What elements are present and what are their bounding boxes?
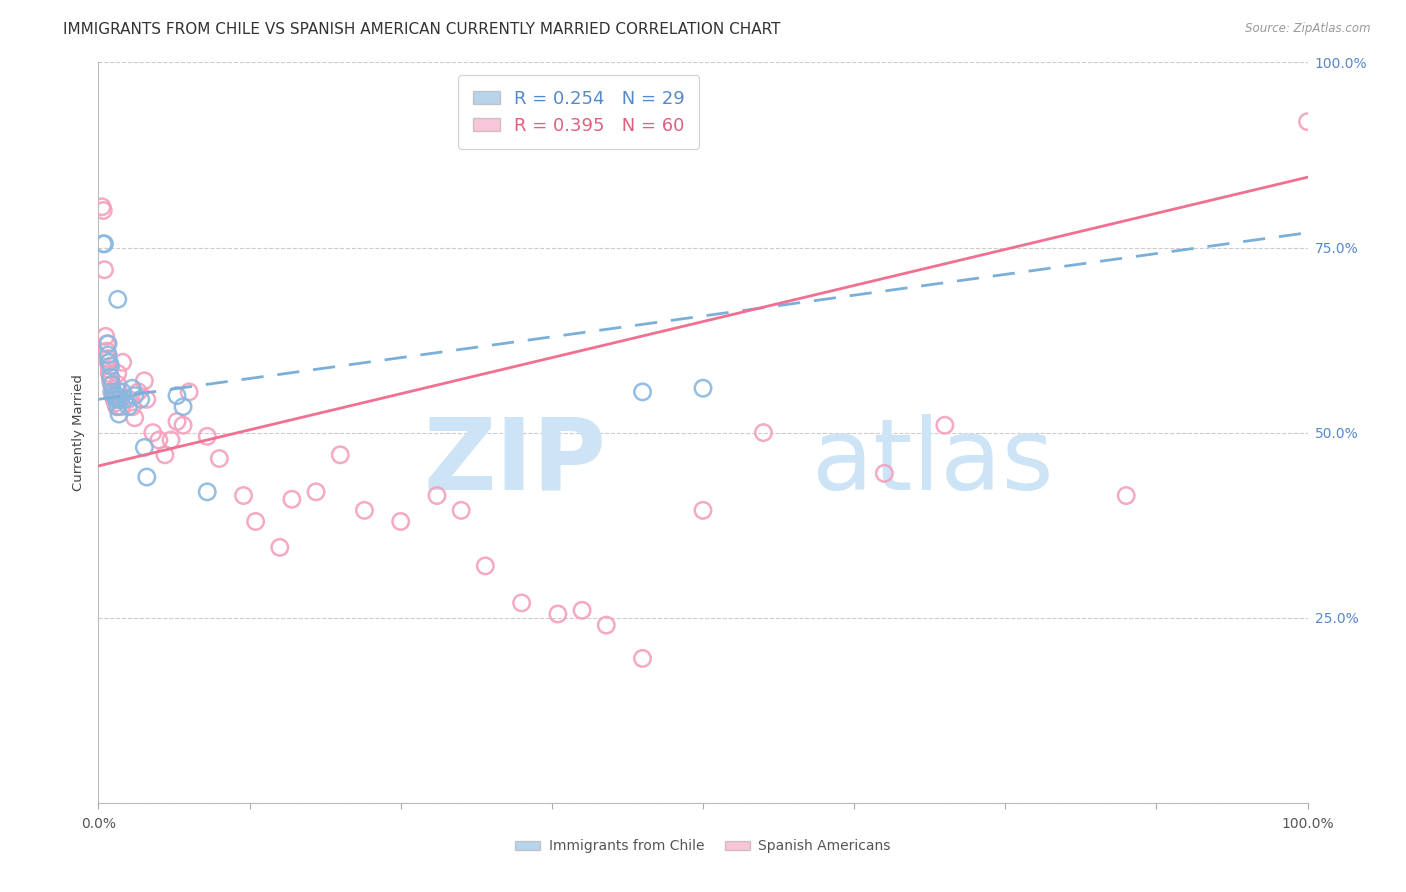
Point [208, 451, 231, 466]
Point [93, 236, 115, 251]
Point [100, 377, 122, 392]
Point [153, 448, 176, 462]
Point [108, 384, 131, 399]
Point [100, 359, 122, 373]
Point [752, 425, 775, 440]
Point [105, 388, 128, 402]
Point [692, 381, 714, 395]
Point [98, 367, 121, 381]
Point [91, 203, 114, 218]
Point [98, 362, 121, 376]
Point [450, 503, 472, 517]
Point [97, 348, 120, 362]
Point [91, 200, 114, 214]
Point [305, 484, 328, 499]
Point [96, 336, 118, 351]
Point [245, 515, 267, 529]
Point [172, 400, 194, 414]
Point [195, 429, 218, 443]
Point [166, 415, 188, 429]
Point [631, 651, 654, 665]
Text: Source: ZipAtlas.com: Source: ZipAtlas.com [1246, 22, 1371, 36]
Legend: Immigrants from Chile, Spanish Americans: Immigrants from Chile, Spanish Americans [510, 834, 896, 859]
Point [94, 329, 117, 343]
Point [166, 388, 188, 402]
Point [108, 392, 131, 407]
Point [105, 400, 128, 414]
Point [121, 381, 143, 395]
Point [100, 370, 122, 384]
Point [110, 400, 132, 414]
Point [104, 396, 127, 410]
Point [91, 236, 114, 251]
Point [124, 388, 146, 402]
Point [101, 388, 124, 402]
Point [103, 392, 125, 407]
Point [134, 374, 156, 388]
Point [96, 344, 118, 359]
Point [353, 503, 375, 517]
Point [329, 448, 352, 462]
Point [571, 603, 593, 617]
Point [100, 377, 122, 392]
Point [426, 489, 449, 503]
Point [510, 596, 533, 610]
Point [631, 384, 654, 399]
Point [595, 618, 617, 632]
Point [111, 384, 134, 399]
Point [129, 392, 152, 407]
Point [135, 470, 157, 484]
Point [134, 441, 156, 455]
Text: ZIP: ZIP [423, 414, 606, 511]
Point [111, 355, 134, 369]
Point [269, 541, 291, 555]
Text: atlas: atlas [811, 414, 1053, 511]
Point [107, 377, 129, 392]
Point [135, 392, 157, 407]
Point [93, 262, 115, 277]
Point [232, 489, 254, 503]
Point [1115, 489, 1137, 503]
Point [98, 355, 121, 369]
Text: IMMIGRANTS FROM CHILE VS SPANISH AMERICAN CURRENTLY MARRIED CORRELATION CHART: IMMIGRANTS FROM CHILE VS SPANISH AMERICA… [63, 22, 780, 37]
Point [179, 384, 201, 399]
Point [118, 400, 141, 414]
Point [195, 484, 218, 499]
Point [148, 433, 170, 447]
Point [121, 400, 143, 414]
Point [114, 392, 136, 407]
Point [100, 384, 122, 399]
Point [108, 407, 131, 421]
Point [97, 351, 120, 366]
Point [100, 370, 122, 384]
Point [118, 392, 141, 407]
Y-axis label: Currently Married: Currently Married [72, 374, 84, 491]
Point [101, 384, 124, 399]
Point [105, 392, 128, 407]
Point [281, 492, 304, 507]
Point [934, 418, 956, 433]
Point [108, 392, 131, 407]
Point [127, 384, 149, 399]
Point [107, 293, 129, 307]
Point [474, 558, 496, 573]
Point [547, 607, 569, 621]
Point [100, 374, 122, 388]
Point [142, 425, 165, 440]
Point [103, 388, 125, 402]
Point [692, 503, 714, 517]
Point [124, 410, 146, 425]
Point [1296, 114, 1319, 128]
Point [873, 467, 896, 481]
Point [97, 336, 120, 351]
Point [97, 355, 120, 369]
Point [107, 367, 129, 381]
Point [172, 418, 194, 433]
Point [160, 433, 183, 447]
Point [389, 515, 412, 529]
Point [107, 400, 129, 414]
